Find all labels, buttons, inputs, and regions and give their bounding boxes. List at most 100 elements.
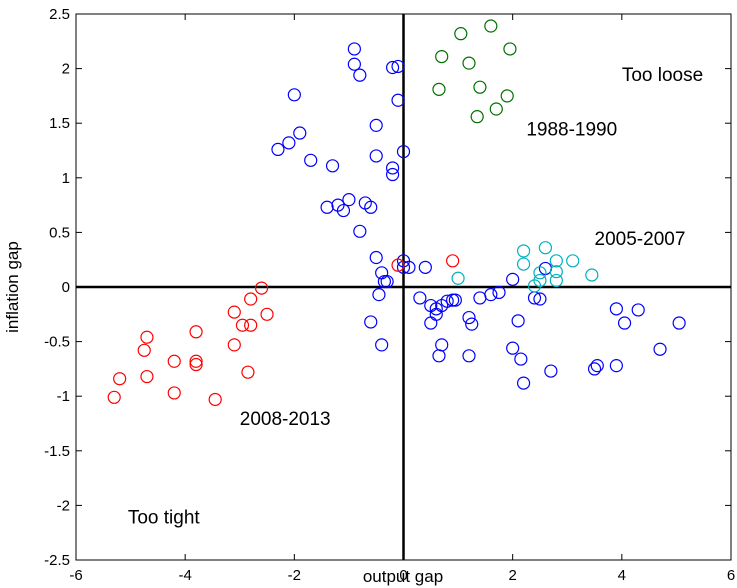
- y-tick-label: -0.5: [44, 334, 70, 351]
- y-tick-label: 2: [62, 61, 70, 78]
- data-point: [484, 19, 498, 33]
- data-point: [320, 200, 334, 214]
- data-point: [418, 260, 432, 274]
- data-point: [325, 159, 340, 173]
- data-point: [503, 42, 517, 56]
- data-point: [336, 203, 351, 218]
- data-point: [364, 315, 378, 329]
- data-point: [566, 254, 580, 268]
- data-point: [462, 310, 476, 325]
- data-point: [516, 376, 531, 390]
- data-point: [446, 254, 460, 268]
- data-point: [435, 49, 449, 64]
- data-point: [609, 359, 623, 373]
- y-axis-label: inflation gap: [3, 241, 22, 333]
- data-point: [167, 386, 181, 400]
- y-tick-label: 1: [62, 170, 70, 187]
- y-tick-label: 0.5: [49, 224, 70, 241]
- y-tick-label: -1.5: [44, 443, 70, 460]
- data-point: [113, 372, 127, 386]
- data-point: [484, 288, 498, 302]
- data-point: [347, 57, 361, 71]
- data-point: [377, 274, 391, 289]
- data-point: [369, 149, 383, 163]
- data-point: [533, 292, 547, 306]
- annotations: Too loose 1988-1990 2005-2007 2008-2013 Too …: [128, 65, 703, 528]
- data-point: [140, 369, 154, 384]
- data-point: [380, 274, 394, 289]
- data-point: [653, 342, 667, 356]
- data-point: [435, 338, 449, 352]
- data-point: [549, 254, 563, 268]
- data-point: [347, 42, 361, 56]
- data-point: [282, 136, 296, 150]
- x-axis-label: output gap: [363, 567, 443, 586]
- data-point: [189, 357, 203, 372]
- data-point: [385, 60, 400, 75]
- data-point: [448, 293, 462, 307]
- data-point: [396, 144, 411, 159]
- data-point: [587, 362, 602, 376]
- y-tick-label: -2.5: [44, 552, 70, 569]
- data-point: [432, 349, 446, 363]
- data-point: [391, 93, 405, 107]
- x-tick-label: -6: [69, 567, 82, 584]
- data-point: [527, 279, 542, 293]
- data-point: [451, 271, 465, 285]
- data-point: [462, 349, 476, 363]
- data-point: [672, 316, 686, 330]
- data-point: [516, 257, 531, 271]
- data-point: [609, 302, 623, 316]
- data-point: [413, 291, 427, 305]
- data-point: [511, 314, 525, 328]
- zero-lines: [76, 14, 731, 560]
- data-points: [107, 19, 686, 407]
- data-point: [470, 110, 484, 124]
- data-point: [631, 303, 645, 317]
- axis-ticks: -6 -4 -2 0 2 4 6 -2.5 -2 -1.5 -1 -0.5 0 0.5 1 1.5 2 2.5: [44, 6, 735, 584]
- x-tick-label: -4: [178, 567, 191, 584]
- data-point: [244, 292, 258, 306]
- data-point: [432, 82, 446, 96]
- data-point: [396, 260, 411, 274]
- data-point: [506, 341, 520, 355]
- data-point: [402, 260, 416, 274]
- data-point: [391, 258, 405, 272]
- data-point: [287, 88, 301, 102]
- data-point: [369, 118, 383, 132]
- data-point: [208, 392, 222, 407]
- data-point: [227, 338, 241, 352]
- annotation-label: Too loose: [622, 65, 703, 86]
- data-point: [385, 161, 400, 175]
- annotation-label: Too tight: [128, 507, 201, 528]
- data-point: [454, 27, 468, 41]
- data-point: [617, 316, 632, 330]
- data-point: [241, 365, 255, 379]
- y-tick-label: -1: [57, 388, 70, 405]
- y-tick-label: -2: [57, 497, 70, 514]
- data-point: [353, 68, 367, 82]
- data-point: [293, 126, 307, 140]
- data-point: [167, 354, 181, 368]
- x-tick-label: 6: [727, 567, 735, 584]
- data-point: [244, 318, 258, 332]
- data-point: [271, 142, 285, 157]
- x-tick-label: 4: [618, 567, 626, 584]
- x-tick-label: 0: [399, 567, 407, 584]
- data-point: [140, 330, 154, 344]
- data-point: [369, 250, 383, 265]
- annotation-label: 2005-2007: [595, 229, 686, 250]
- data-point: [500, 89, 514, 103]
- data-point: [533, 266, 547, 280]
- y-tick-label: 0: [62, 279, 70, 296]
- annotation-label: 1988-1990: [526, 120, 617, 141]
- data-point: [514, 352, 528, 366]
- x-tick-label: -2: [288, 567, 301, 584]
- data-point: [465, 317, 479, 331]
- data-point: [254, 281, 269, 295]
- data-point: [342, 193, 356, 207]
- data-point: [107, 390, 121, 404]
- data-point: [440, 294, 454, 308]
- annotation-label: 2008-2013: [240, 409, 331, 430]
